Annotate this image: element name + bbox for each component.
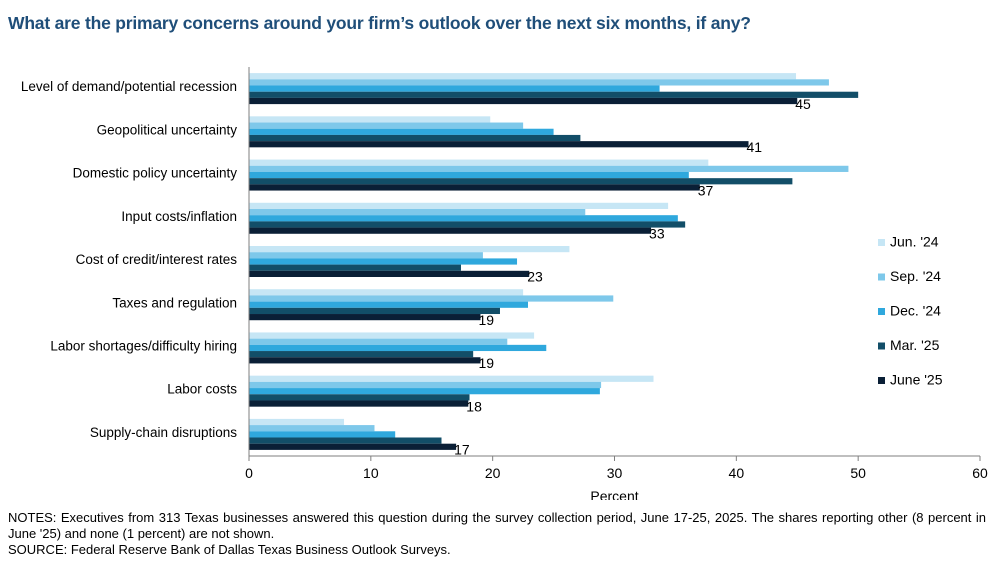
data-label: 18 — [466, 398, 482, 414]
legend-label: Mar. '25 — [890, 337, 940, 353]
bar-5-1 — [249, 97, 798, 105]
data-label: 45 — [795, 96, 811, 112]
bar-4-4 — [249, 221, 686, 228]
data-labels: 45 41 37 33 23 19 19 18 17 — [454, 96, 811, 458]
x-axis-label: Percent — [590, 488, 638, 500]
bar-2-5 — [249, 252, 483, 259]
data-label: 19 — [478, 312, 494, 328]
bar-3-8 — [249, 388, 600, 395]
category-labels: Level of demand/potential recession Geopo… — [21, 79, 237, 440]
data-label: 17 — [454, 442, 470, 458]
bar-2-8 — [249, 381, 602, 389]
bar-4-5 — [249, 264, 461, 271]
footnotes: NOTES: Executives from 313 Texas busines… — [8, 510, 986, 558]
bar-4-2 — [249, 134, 581, 142]
bar-5-2 — [249, 141, 749, 148]
bar-2-1 — [249, 79, 829, 86]
bar-3-4 — [249, 215, 678, 222]
bar-3-9 — [249, 431, 396, 438]
bar-2-9 — [249, 425, 375, 432]
legend-label: Jun. '24 — [890, 234, 939, 250]
category-label: Geopolitical uncertainty — [97, 122, 238, 137]
bar-5-5 — [249, 270, 530, 277]
bar-3-3 — [249, 171, 689, 179]
bar-5-8 — [249, 400, 469, 407]
bars-group — [249, 73, 859, 450]
bar-2-6 — [249, 295, 614, 302]
data-label: 23 — [527, 269, 543, 285]
x-tick-label: 50 — [850, 465, 866, 481]
x-tick-label: 0 — [245, 465, 253, 481]
legend-swatch — [878, 239, 885, 246]
legend-swatch — [878, 377, 885, 384]
bar-4-8 — [249, 394, 470, 401]
bar-5-3 — [249, 184, 700, 191]
legend-label: June '25 — [890, 372, 943, 388]
bar-1-8 — [249, 375, 654, 382]
bar-1-3 — [249, 159, 709, 166]
bar-2-3 — [249, 165, 849, 172]
bar-3-6 — [249, 301, 528, 308]
x-tick-label: 30 — [607, 465, 623, 481]
category-label: Input costs/inflation — [121, 209, 237, 224]
legend-swatch — [878, 273, 885, 281]
legend-swatch — [878, 308, 885, 315]
bar-4-9 — [249, 437, 442, 444]
x-axis: 0 10 20 30 40 50 60 Percent — [245, 67, 988, 500]
data-label: 37 — [698, 182, 714, 198]
bar-4-3 — [249, 178, 793, 185]
bar-5-7 — [249, 357, 481, 364]
x-tick-label: 40 — [729, 465, 745, 481]
category-label: Cost of credit/interest rates — [76, 252, 238, 267]
bar-4-1 — [249, 91, 859, 98]
category-label: Supply-chain disruptions — [90, 425, 237, 440]
legend-label: Sep. '24 — [890, 268, 941, 284]
category-label: Taxes and regulation — [112, 295, 237, 310]
bar-3-2 — [249, 128, 554, 135]
bar-1-7 — [249, 332, 535, 339]
bar-4-6 — [249, 307, 500, 315]
bar-1-1 — [249, 73, 797, 80]
legend: Jun. '24 Sep. '24 Dec. '24 Mar. '25 June '25 — [878, 234, 943, 388]
chart-title: What are the primary concerns around you… — [8, 13, 751, 33]
category-label: Domestic policy uncertainty — [73, 166, 238, 181]
notes-text: NOTES: Executives from 313 Texas busines… — [8, 510, 986, 541]
bar-1-4 — [249, 202, 669, 209]
legend-swatch — [878, 342, 885, 350]
bar-4-7 — [249, 351, 474, 358]
bar-3-7 — [249, 344, 547, 352]
category-label: Labor shortages/difficulty hiring — [50, 339, 237, 354]
bar-5-6 — [249, 314, 481, 321]
bar-5-4 — [249, 227, 652, 234]
category-label: Level of demand/potential recession — [21, 79, 237, 94]
bar-2-7 — [249, 338, 508, 345]
bar-1-9 — [249, 418, 345, 426]
bar-2-2 — [249, 122, 524, 129]
bar-5-9 — [249, 443, 457, 450]
bar-1-5 — [249, 246, 570, 253]
data-label: 33 — [649, 225, 665, 241]
data-label: 41 — [747, 139, 763, 155]
data-label: 19 — [478, 355, 494, 371]
bar-2-4 — [249, 208, 586, 216]
x-tick-label: 20 — [485, 465, 501, 481]
bar-1-2 — [249, 116, 491, 123]
legend-label: Dec. '24 — [890, 303, 941, 319]
x-tick-label: 60 — [972, 465, 988, 481]
bar-1-6 — [249, 289, 524, 296]
bar-3-5 — [249, 258, 518, 265]
bar-3-1 — [249, 85, 660, 92]
bar-chart: Level of demand/potential recession Geopo… — [21, 67, 988, 500]
source-text: SOURCE: Federal Reserve Bank of Dallas T… — [8, 542, 451, 557]
x-tick-label: 10 — [363, 465, 379, 481]
category-label: Labor costs — [167, 382, 237, 397]
